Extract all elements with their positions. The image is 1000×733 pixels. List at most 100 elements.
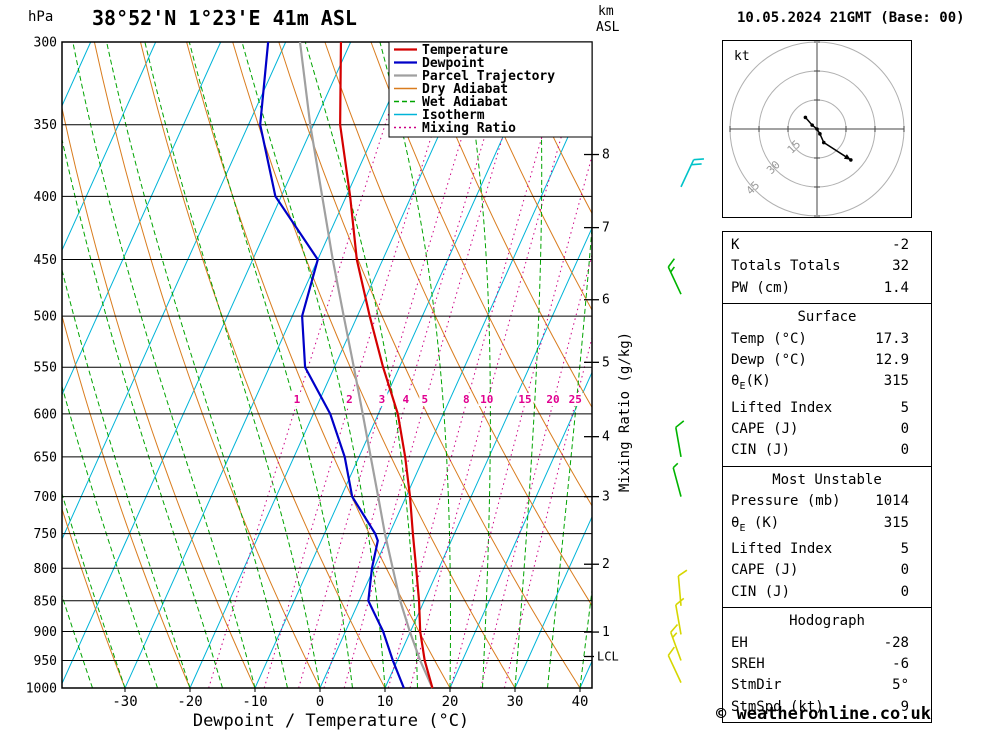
row-label: Temp (°C) [731, 330, 807, 347]
row-value: 1.4 [883, 279, 909, 296]
mixing-ratio-value: 4 [402, 393, 409, 406]
row-value: 0 [900, 421, 909, 438]
row-label: K [731, 237, 740, 253]
row-value: 17.3 [875, 330, 909, 347]
datetime-title: 10.05.2024 21GMT (Base: 00) [737, 10, 965, 26]
legend-label: Dry Adiabat [422, 82, 508, 97]
mixing-ratio-value: 1 [294, 393, 301, 406]
row-value: 12.9 [875, 352, 909, 369]
row-label: CAPE (J) [731, 421, 799, 438]
row-value: 5° [892, 677, 909, 694]
pressure-tick-label: 750 [34, 527, 57, 542]
row-value: 0 [900, 583, 909, 600]
row-label: θE(K) [731, 373, 771, 393]
row-value: -28 [883, 634, 909, 651]
row-value: 32 [892, 258, 909, 275]
row-label: Lifted Index [731, 540, 833, 557]
table-row: StmSpd (kt) 9 [723, 697, 931, 718]
temp-tick-label: 0 [316, 694, 324, 710]
hodograph-panel: 15 30 45 kt [722, 40, 912, 218]
row-label: PW (cm) [731, 279, 791, 296]
x-axis-title: Dewpoint / Temperature (°C) [193, 711, 469, 731]
table-section: Most Unstable Pressure (mb) 1014 θE (K) 315 L… [722, 465, 932, 609]
table-section-title: Most Unstable [772, 471, 882, 488]
km-tick-label: 7 [602, 221, 610, 236]
wind-barbs [667, 158, 705, 683]
mixing-ratio-labels: 1 2 3 4 5 8 10 15 20 25 [291, 393, 584, 407]
indices-panel: K -2 Totals Totals 32 PW (cm) 1.4 Surface Temp … [722, 231, 932, 724]
pressure-tick-label: 400 [34, 190, 57, 205]
curve-temperature [339, 41, 434, 689]
temp-tick-label: 30 [507, 694, 524, 710]
sounding-curves [259, 41, 434, 689]
legend-label: Mixing Ratio [422, 121, 516, 136]
table-row: K -2 [723, 235, 931, 256]
km-tick-label: 1 [602, 625, 610, 640]
table-row: Temp (°C) 17.3 [723, 329, 931, 350]
row-label: Dewp (°C) [731, 352, 807, 369]
row-value: 0 [900, 562, 909, 579]
temp-tick-label: -10 [242, 694, 267, 710]
wind-barb [675, 597, 685, 635]
mixing-ratio-axis-title: Mixing Ratio (g/kg) [617, 332, 633, 492]
row-value: 0 [900, 442, 909, 459]
row-label: Lifted Index [731, 399, 833, 416]
table-section: Surface Temp (°C) 17.3 Dewp (°C) 12.9 θE(K) 31… [722, 303, 932, 467]
temp-tick-label: 10 [377, 694, 394, 710]
temp-tick-label: -20 [177, 694, 202, 710]
pressure-tick-label: 800 [34, 562, 57, 577]
row-value: 5 [900, 540, 909, 557]
legend-label: Wet Adiabat [422, 95, 508, 110]
row-value: 5 [900, 399, 909, 416]
pressure-tick-label: 350 [34, 118, 57, 133]
pressure-tick-label: 850 [34, 594, 57, 609]
row-value: -2 [892, 237, 909, 253]
table-section: K -2 Totals Totals 32 PW (cm) 1.4 [722, 231, 932, 305]
curve-parcel-trajectory [298, 41, 434, 689]
mixing-ratio-value: 25 [569, 393, 582, 406]
table-row: Lifted Index 5 [723, 539, 931, 560]
row-value: 315 [883, 373, 909, 390]
table-row: CAPE (J) 0 [723, 560, 931, 581]
pressure-tick-label: 700 [34, 490, 57, 505]
km-tick-label: 3 [602, 490, 610, 505]
pressure-tick-label: 300 [34, 36, 57, 51]
table-row: θE (K) 315 [723, 513, 931, 539]
pressure-tick-label: 900 [34, 625, 57, 640]
lcl-label: LCL [597, 650, 619, 664]
row-label: Pressure (mb) [731, 493, 841, 510]
mixing-ratio-value: 2 [346, 393, 353, 406]
row-value: -6 [892, 655, 909, 672]
temp-tick-label: 20 [442, 694, 459, 710]
legend-label: Isotherm [422, 108, 485, 123]
row-label: SREH [731, 655, 765, 672]
pressure-unit-label: hPa [28, 9, 53, 25]
pressure-tick-label: 650 [34, 450, 57, 465]
mixing-ratio-value: 8 [463, 393, 470, 406]
wind-barb [675, 420, 685, 457]
station-title: 38°52'N 1°23'E 41m ASL [92, 6, 357, 30]
wind-barb [667, 258, 682, 295]
table-row: Totals Totals 32 [723, 256, 931, 277]
table-row: CIN (J) 0 [723, 440, 931, 461]
row-value: 9 [900, 698, 909, 715]
legend-label: Dewpoint [422, 56, 485, 71]
table-row: θE(K) 315 [723, 371, 931, 397]
pressure-tick-label: 450 [34, 253, 57, 268]
km-unit-label: km [598, 4, 614, 19]
temp-tick-label: 40 [572, 694, 589, 710]
km-tick-label: 8 [602, 148, 610, 163]
curve-dewpoint [259, 41, 405, 689]
copyright-text: © weatheronline.co.uk [716, 704, 931, 724]
mixing-ratio-value: 5 [422, 393, 429, 406]
table-row: Dewp (°C) 12.9 [723, 350, 931, 371]
row-label: CIN (J) [731, 442, 791, 459]
table-row: SREH -6 [723, 654, 931, 675]
row-label: EH [731, 634, 748, 651]
km-tick-label: 5 [602, 355, 610, 370]
table-section-title: Hodograph [789, 613, 865, 630]
plot-border [61, 41, 593, 689]
